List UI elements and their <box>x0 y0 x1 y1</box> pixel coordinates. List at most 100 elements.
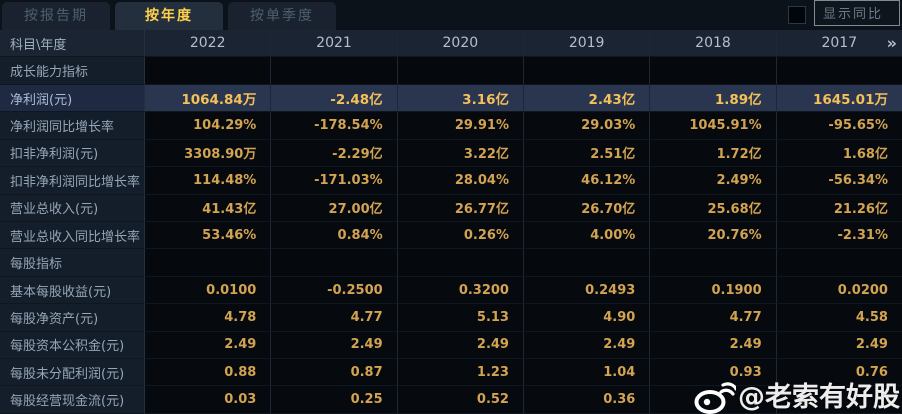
table-row: 营业总收入(元) 41.43亿 27.00亿 26.77亿 26.70亿 25.68亿 21… <box>0 194 902 222</box>
tab-bar: 按报告期 按年度 按单季度 显示同比 <box>0 0 902 30</box>
header-year-2020: 2020 <box>397 30 524 58</box>
financial-table: 科目\年度 2022 2021 2020 2019 2018 2017» 成长能力指标 净利… <box>0 30 902 414</box>
value-cell: 2.49% <box>650 167 777 195</box>
value-cell: 1045.91% <box>650 112 777 140</box>
row-label: 每股资本公积金(元) <box>0 331 145 360</box>
value-cell: 0.36 <box>523 386 651 414</box>
value-cell: 21.26亿 <box>776 194 902 222</box>
value-cell: 2.49 <box>271 331 398 360</box>
table-row: 营业总收入同比增长率 53.46% 0.84% 0.26% 4.00% 20.76% -2.… <box>0 221 902 250</box>
value-cell: -0.2500 <box>271 276 398 305</box>
header-year-2021: 2021 <box>271 30 398 58</box>
table-row: 扣非净利润(元) 3308.90万 -2.29亿 3.22亿 2.51亿 1.72亿 1.6… <box>0 139 902 168</box>
value-cell: 46.12% <box>523 167 651 195</box>
value-cell: 2.49 <box>145 331 272 360</box>
value-cell <box>650 386 777 414</box>
value-cell: 1.89亿 <box>650 84 777 113</box>
value-cell: 0.0100 <box>145 276 272 305</box>
value-cell: 4.78 <box>145 304 272 332</box>
value-cell <box>271 249 398 277</box>
table-row: 扣非净利润同比增长率 114.48% -171.03% 28.04% 46.12% 2.4… <box>0 167 902 195</box>
value-cell: 0.93 <box>650 359 777 387</box>
value-cell: 4.90 <box>523 304 651 332</box>
value-cell: 0.0200 <box>776 276 902 305</box>
more-years-icon[interactable]: » <box>886 33 897 53</box>
header-year-2018: 2018 <box>650 30 777 58</box>
row-label: 每股净资产(元) <box>0 304 145 332</box>
row-label: 每股指标 <box>0 249 145 277</box>
value-cell <box>776 249 902 277</box>
value-cell: 3308.90万 <box>145 139 272 168</box>
header-year-2022: 2022 <box>145 30 272 58</box>
value-cell: 114.48% <box>145 167 272 195</box>
row-label: 营业总收入同比增长率 <box>0 221 145 250</box>
value-cell: -2.31% <box>776 221 902 250</box>
value-cell: 1.68亿 <box>776 139 902 168</box>
row-label: 基本每股收益(元) <box>0 276 145 305</box>
row-label: 每股经营现金流(元) <box>0 386 145 414</box>
header-year-2019: 2019 <box>523 30 651 58</box>
row-label: 每股未分配利润(元) <box>0 359 145 387</box>
tab-1[interactable]: 按年度 <box>115 2 223 30</box>
row-label: 营业总收入(元) <box>0 194 145 222</box>
value-cell <box>776 57 902 85</box>
show-yoy-checkbox[interactable] <box>787 6 806 24</box>
tab-2[interactable]: 按单季度 <box>228 2 336 30</box>
header-subject-year: 科目\年度 <box>0 30 145 58</box>
value-cell: 2.49 <box>397 331 524 360</box>
value-cell: 41.43亿 <box>145 194 272 222</box>
value-cell: 4.77 <box>271 304 398 332</box>
value-cell: 0.03 <box>145 386 272 414</box>
value-cell <box>650 57 777 85</box>
value-cell <box>523 249 651 277</box>
row-label: 净利润同比增长率 <box>0 112 145 140</box>
value-cell <box>145 57 272 85</box>
table-header-row: 科目\年度 2022 2021 2020 2019 2018 2017» <box>0 30 902 58</box>
value-cell: 5.13 <box>397 304 524 332</box>
value-cell: -2.48亿 <box>271 84 398 113</box>
value-cell: 1.72亿 <box>650 139 777 168</box>
value-cell: -56.34% <box>776 167 902 195</box>
value-cell: 27.00亿 <box>271 194 398 222</box>
table-row: 基本每股收益(元) 0.0100 -0.2500 0.3200 0.2493 0.1900… <box>0 276 902 305</box>
value-cell: 26.77亿 <box>397 194 524 222</box>
value-cell <box>145 249 272 277</box>
value-cell: 1645.01万 <box>776 84 902 113</box>
value-cell: 3.16亿 <box>397 84 524 113</box>
value-cell: 0.25 <box>271 386 398 414</box>
value-cell: 0.26% <box>397 221 524 250</box>
show-yoy-button[interactable]: 显示同比 <box>813 0 900 26</box>
value-cell: -171.03% <box>271 167 398 195</box>
table-row: 净利润同比增长率 104.29% -178.54% 29.91% 29.03% 1045.… <box>0 112 902 140</box>
value-cell: 0.3200 <box>397 276 524 305</box>
value-cell: 4.77 <box>650 304 777 332</box>
tab-0[interactable]: 按报告期 <box>2 2 110 30</box>
value-cell: 26.70亿 <box>523 194 651 222</box>
value-cell: 1.04 <box>523 359 651 387</box>
row-label: 净利润(元) <box>0 84 145 113</box>
value-cell: 2.51亿 <box>523 139 651 168</box>
value-cell: 29.03% <box>523 112 651 140</box>
value-cell: 25.68亿 <box>650 194 777 222</box>
value-cell <box>523 57 651 85</box>
row-label: 成长能力指标 <box>0 57 145 85</box>
value-cell: 0.87 <box>271 359 398 387</box>
value-cell: 2.43亿 <box>523 84 651 113</box>
value-cell: 53.46% <box>145 221 272 250</box>
table-row: 每股经营现金流(元) 0.03 0.25 0.52 0.36 <box>0 386 902 414</box>
table-row: 每股净资产(元) 4.78 4.77 5.13 4.90 4.77 4.58 <box>0 304 902 332</box>
row-label: 扣非净利润同比增长率 <box>0 167 145 195</box>
value-cell: -95.65% <box>776 112 902 140</box>
value-cell <box>271 57 398 85</box>
value-cell: 4.58 <box>776 304 902 332</box>
value-cell: 2.49 <box>523 331 651 360</box>
value-cell: -178.54% <box>271 112 398 140</box>
value-cell: -2.29亿 <box>271 139 398 168</box>
section-row: 成长能力指标 <box>0 57 902 85</box>
value-cell: 0.84% <box>271 221 398 250</box>
value-cell: 3.22亿 <box>397 139 524 168</box>
value-cell: 2.49 <box>650 331 777 360</box>
value-cell <box>397 249 524 277</box>
value-cell <box>776 386 902 414</box>
